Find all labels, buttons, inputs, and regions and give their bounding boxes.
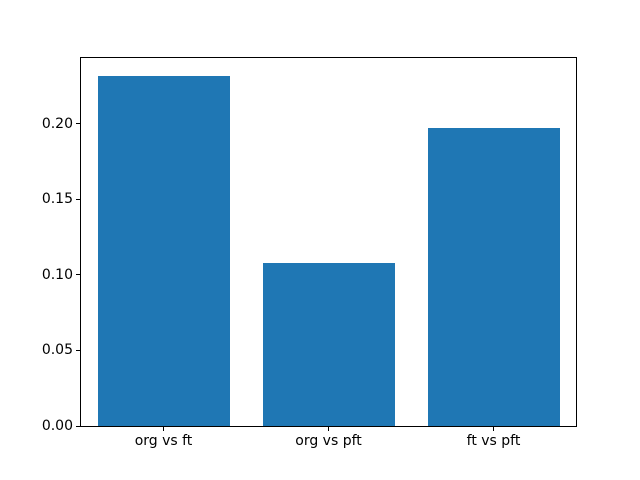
bar [262,262,395,426]
y-tick-label: 0.05 [41,342,73,359]
y-tick-label: 0.10 [41,266,73,283]
y-tick-mark [76,198,80,200]
x-tick-mark [328,427,329,431]
x-tick-label: org vs pft [295,433,362,449]
x-tick-mark [163,427,164,431]
y-tick-label: 0.20 [41,115,73,132]
x-tick-label: ft vs pft [466,433,521,449]
y-tick-mark [76,123,80,125]
bar [427,128,560,426]
bar [97,75,230,426]
y-tick-label: 0.15 [41,191,73,208]
y-tick-mark [76,425,80,427]
x-tick-label: org vs ft [134,433,193,449]
y-tick-mark [76,274,80,276]
x-tick-mark [493,427,494,431]
plot-area: org vs ft org vs pft ft vs pft 0.00 0.05 0.10… [42,57,577,448]
y-tick-mark [76,349,80,351]
y-tick-label: 0.00 [41,418,73,434]
